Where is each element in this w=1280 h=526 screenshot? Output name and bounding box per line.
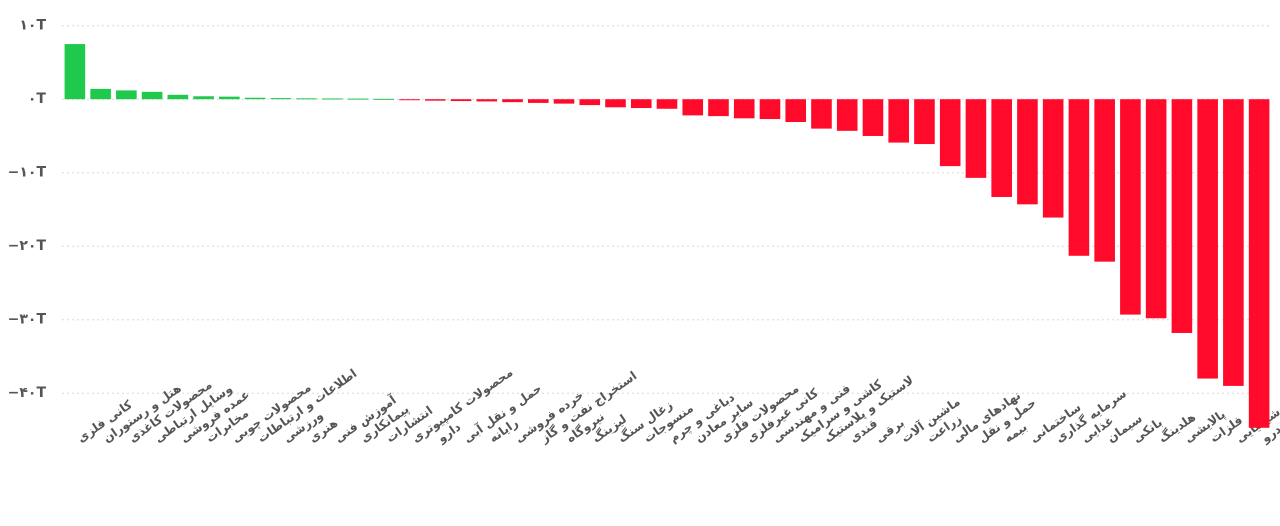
bar [656,99,678,109]
bar [296,98,317,100]
bar [991,99,1012,197]
bar [116,90,137,100]
bar [322,98,343,100]
bar [244,97,266,100]
bar [1042,99,1064,218]
bar [1145,99,1167,319]
y-tick-label: −۴۰T [8,385,47,401]
bar [733,99,755,119]
bar [914,99,935,145]
bar [553,99,575,104]
bar [965,99,987,178]
bar [450,99,472,102]
bar [527,99,549,103]
bar [1197,99,1218,379]
bar [347,98,369,100]
bar [605,99,626,108]
bar [373,98,395,100]
bar [64,44,86,100]
bar [1017,99,1038,205]
y-tick-label: ۱۰T [19,18,46,34]
bar [682,99,704,116]
bar [1248,99,1270,428]
bar [1120,99,1141,315]
bar [759,99,781,120]
bar [167,94,189,100]
bar [270,98,292,100]
y-tick-label: −۲۰T [8,238,47,254]
bar [579,99,601,106]
bar [862,99,884,136]
bar [219,96,240,100]
bar [708,99,729,117]
bar [1223,99,1244,386]
y-tick-label: ۰T [28,91,47,107]
bar [399,99,420,101]
bar [939,99,961,167]
bar [888,99,909,143]
bar [1171,99,1193,333]
y-tick-label: −۳۰T [8,312,47,328]
bar [425,99,446,101]
bar [502,99,523,103]
bar [1068,99,1090,256]
bar [811,99,832,129]
y-tick-label: −۱۰T [8,165,47,181]
bar [836,99,858,131]
bar [630,99,652,109]
bar [141,91,163,100]
bar [193,96,214,100]
bar [1094,99,1115,262]
bar [90,88,111,100]
bar [785,99,807,122]
bar [476,99,498,102]
